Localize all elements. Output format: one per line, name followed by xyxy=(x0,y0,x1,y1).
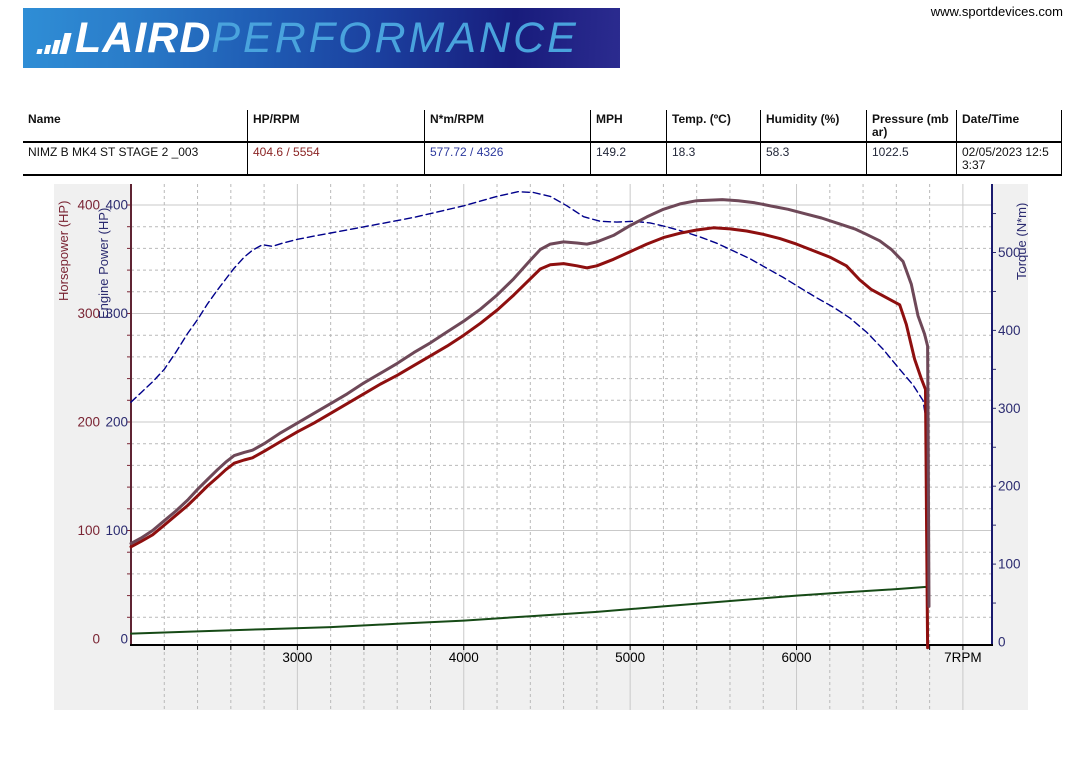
laird-performance-logo: LAIRD PERFORMANCE xyxy=(23,8,620,68)
x-axis-end-label: 7RPM xyxy=(944,650,982,665)
hp-axis-tick-label: 300 xyxy=(77,306,100,321)
x-axis-tick-label: 5000 xyxy=(615,650,645,665)
hp-axis-tick-label: 100 xyxy=(77,523,100,538)
torque-axis-tick-label: 0 xyxy=(998,635,1006,650)
results-table-row: NIMZ B MK4 ST STAGE 2 _003 404.6 / 5554 … xyxy=(23,143,1062,176)
torque-axis-tick-label: 200 xyxy=(998,479,1021,494)
column-header-hp: HP/RPM xyxy=(248,110,425,141)
column-header-name: Name xyxy=(23,110,248,141)
run-name-cell: NIMZ B MK4 ST STAGE 2 _003 xyxy=(23,143,248,174)
column-header-temp: Temp. (ºC) xyxy=(667,110,761,141)
hp-rpm-cell: 404.6 / 5554 xyxy=(248,143,425,174)
torque-axis-tick-label: 400 xyxy=(998,323,1021,338)
torque-axis-title: Torque (N*m) xyxy=(1014,203,1028,280)
column-header-nm: N*m/RPM xyxy=(425,110,591,141)
torque-curve xyxy=(130,190,928,526)
wheel-power-curve xyxy=(129,226,930,650)
column-header-humidity: Humidity (%) xyxy=(761,110,867,141)
engine-power-axis-title: Engine Power (HP) xyxy=(96,208,111,319)
speed-curve xyxy=(130,585,929,640)
humidity-cell: 58.3 xyxy=(761,143,867,174)
plot-area xyxy=(131,184,992,645)
column-header-datetime: Date/Time xyxy=(957,110,1062,141)
engine-axis-tick-label: 200 xyxy=(105,415,128,430)
dyno-chart-panel: 0 0 100 100 200 200 300 300 400 400 0 100 200 300 400 5… xyxy=(54,184,1028,710)
engine-axis-tick-label: 300 xyxy=(105,306,128,321)
bar-chart-icon xyxy=(36,32,72,54)
column-header-mph: MPH xyxy=(591,110,667,141)
torque-axis-tick-label: 300 xyxy=(998,401,1021,416)
hp-axis-tick-label: 200 xyxy=(77,415,100,430)
brand-name-light: PERFORMANCE xyxy=(211,13,579,62)
datetime-cell: 02/05/2023 12:53:37 xyxy=(957,143,1062,174)
engine-power-curve xyxy=(129,198,931,608)
hp-axis-tick-label: 0 xyxy=(92,632,100,647)
engine-axis-tick-label: 100 xyxy=(105,523,128,538)
torque-axis-tick-label: 500 xyxy=(998,245,1021,260)
horsepower-axis-title: Horsepower (HP) xyxy=(56,201,71,301)
results-table-header: Name HP/RPM N*m/RPM MPH Temp. (ºC) Humid… xyxy=(23,110,1062,143)
column-header-pressure: Pressure (mbar) xyxy=(867,110,957,141)
brand-name-bold: LAIRD xyxy=(75,13,212,62)
pressure-cell: 1022.5 xyxy=(867,143,957,174)
website-link: www.sportdevices.com xyxy=(930,4,1063,19)
torque-axis-tick-label: 100 xyxy=(998,557,1021,572)
hp-axis-tick-label: 400 xyxy=(77,198,100,213)
mph-cell: 149.2 xyxy=(591,143,667,174)
engine-axis-tick-label: 400 xyxy=(105,198,128,213)
temp-cell: 18.3 xyxy=(667,143,761,174)
nm-rpm-cell: 577.72 / 4326 xyxy=(425,143,591,174)
x-axis-tick-label: 6000 xyxy=(781,650,811,665)
engine-axis-tick-label: 0 xyxy=(120,632,128,647)
x-axis-tick-label: 3000 xyxy=(282,650,312,665)
results-table: Name HP/RPM N*m/RPM MPH Temp. (ºC) Humid… xyxy=(23,110,1062,176)
x-axis-tick-label: 4000 xyxy=(449,650,479,665)
